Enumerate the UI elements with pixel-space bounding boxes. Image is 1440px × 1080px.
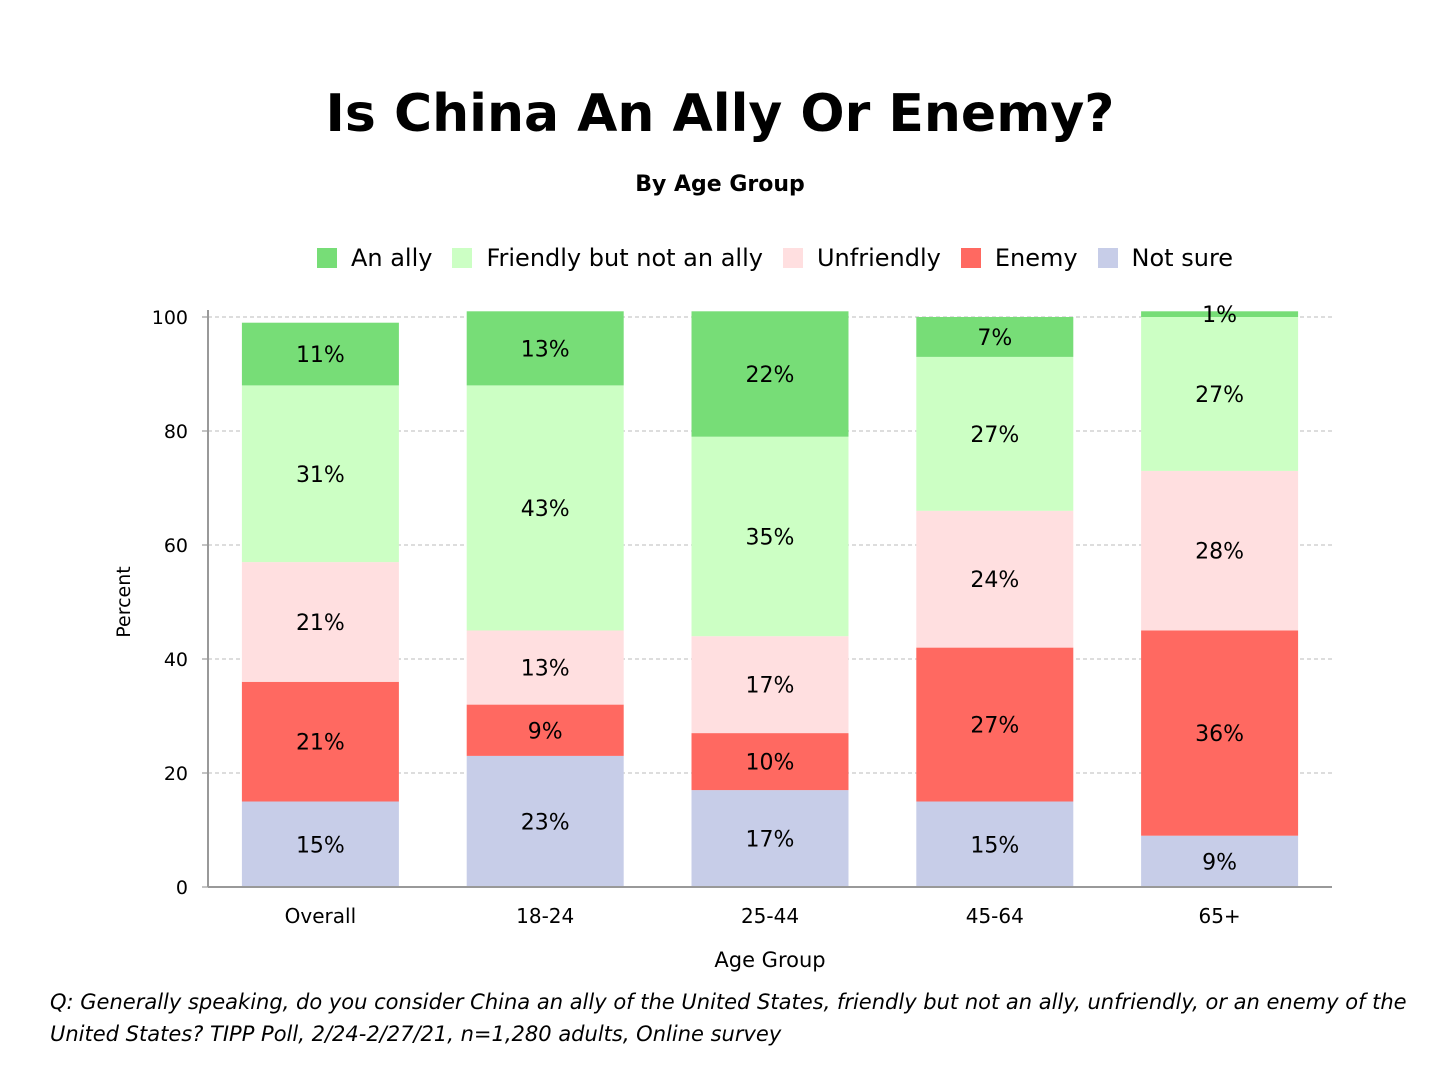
legend-swatch-enemy <box>960 248 981 268</box>
data-label-65-friendly-but-not-an-ally: 27% <box>1195 383 1244 408</box>
bar-25-44-not-sure <box>691 790 849 887</box>
data-label-45-64-enemy: 27% <box>970 714 1019 739</box>
x-tick-label-65: 65+ <box>1198 904 1240 928</box>
data-label-25-44-not-sure: 17% <box>746 828 795 853</box>
bar-25-44-unfriendly <box>691 636 849 734</box>
data-label-45-64-not-sure: 15% <box>970 833 1019 858</box>
x-tick-label-45-64: 45-64 <box>966 904 1024 928</box>
legend-label-an-ally: An ally <box>350 244 433 272</box>
x-tick-label-overall: Overall <box>285 904 356 928</box>
legend-label-not-sure: Not sure <box>1131 244 1234 272</box>
legend-label-friendly: Friendly but not an ally <box>486 244 763 272</box>
data-label-25-44-unfriendly: 17% <box>746 674 795 699</box>
bar-18-24-an-ally <box>466 311 624 386</box>
chart-title: Is China An Ally Or Enemy? <box>325 84 1115 144</box>
data-label-18-24-friendly-but-not-an-ally: 43% <box>521 497 570 522</box>
legend-swatch-an-ally <box>316 248 337 268</box>
data-label-overall-friendly-but-not-an-ally: 31% <box>296 463 345 488</box>
data-label-18-24-an-ally: 13% <box>521 337 570 362</box>
bar-65-not-sure <box>1141 835 1299 887</box>
legend-item-not-sure: Not sure <box>1097 244 1234 272</box>
bar-45-64-not-sure <box>916 801 1074 887</box>
bar-65-friendly-but-not-an-ally <box>1141 317 1299 471</box>
y-tick-label-0: 0 <box>176 877 188 899</box>
data-label-18-24-enemy: 9% <box>528 719 563 744</box>
data-label-overall-unfriendly: 21% <box>296 611 345 636</box>
legend-swatch-unfriendly <box>782 248 803 268</box>
data-label-25-44-enemy: 10% <box>746 751 795 776</box>
legend-swatch-not-sure <box>1097 248 1118 268</box>
bar-25-44-friendly-but-not-an-ally <box>691 436 849 637</box>
data-label-25-44-friendly-but-not-an-ally: 35% <box>746 525 795 550</box>
data-label-25-44-an-ally: 22% <box>746 363 795 388</box>
chart-subtitle: By Age Group <box>635 172 805 197</box>
bar-18-24-enemy <box>466 704 624 756</box>
legend-item-unfriendly: Unfriendly <box>782 244 941 272</box>
bar-overall-friendly-but-not-an-ally <box>241 385 399 563</box>
bar-overall-enemy <box>241 681 399 802</box>
bar-65-enemy <box>1141 630 1299 836</box>
data-label-18-24-unfriendly: 13% <box>521 657 570 682</box>
survey-footnote: Q: Generally speaking, do you consider C… <box>50 990 1407 1046</box>
data-label-65-not-sure: 9% <box>1202 850 1237 875</box>
y-tick-label-80: 80 <box>164 421 188 443</box>
data-label-45-64-an-ally: 7% <box>977 326 1012 351</box>
bar-45-64-friendly-but-not-an-ally <box>916 356 1074 511</box>
legend-label-enemy: Enemy <box>994 244 1078 272</box>
legend-label-unfriendly: Unfriendly <box>816 244 941 272</box>
data-label-45-64-unfriendly: 24% <box>970 568 1019 593</box>
y-axis-label: Percent <box>113 566 135 638</box>
bar-65-unfriendly <box>1141 470 1299 631</box>
bar-45-64-an-ally <box>916 317 1074 357</box>
data-label-65-unfriendly: 28% <box>1195 540 1244 565</box>
data-label-overall-enemy: 21% <box>296 731 345 756</box>
legend-swatch-friendly <box>452 248 473 268</box>
bar-18-24-not-sure <box>466 755 624 887</box>
y-tick-label-60: 60 <box>164 535 188 557</box>
bar-18-24-unfriendly <box>466 630 624 705</box>
bar-65-an-ally <box>1141 311 1299 317</box>
bar-overall-unfriendly <box>241 562 399 682</box>
data-label-overall-an-ally: 11% <box>296 343 345 368</box>
legend-item-friendly: Friendly but not an ally <box>452 244 763 272</box>
y-tick-label-20: 20 <box>164 763 188 785</box>
bar-45-64-unfriendly <box>916 510 1074 648</box>
data-label-65-an-ally: 1% <box>1202 303 1237 328</box>
bar-45-64-enemy <box>916 647 1074 802</box>
data-label-18-24-not-sure: 23% <box>521 810 570 835</box>
bar-overall-not-sure <box>241 801 399 887</box>
legend: An ally Friendly but not an ally Unfrien… <box>0 244 1440 272</box>
legend-item-enemy: Enemy <box>960 244 1078 272</box>
bar-18-24-friendly-but-not-an-ally <box>466 385 624 631</box>
data-label-overall-not-sure: 15% <box>296 833 345 858</box>
bar-25-44-an-ally <box>691 311 849 437</box>
y-tick-label-100: 100 <box>152 307 188 329</box>
x-tick-label-25-44: 25-44 <box>741 904 799 928</box>
y-tick-label-40: 40 <box>164 649 188 671</box>
bar-overall-an-ally <box>241 322 399 386</box>
x-axis-label: Age Group <box>714 948 825 972</box>
data-label-45-64-friendly-but-not-an-ally: 27% <box>970 423 1019 448</box>
bar-25-44-enemy <box>691 733 849 791</box>
data-label-65-enemy: 36% <box>1195 722 1244 747</box>
legend-item-an-ally: An ally <box>316 244 433 272</box>
x-tick-label-18-24: 18-24 <box>516 904 574 928</box>
